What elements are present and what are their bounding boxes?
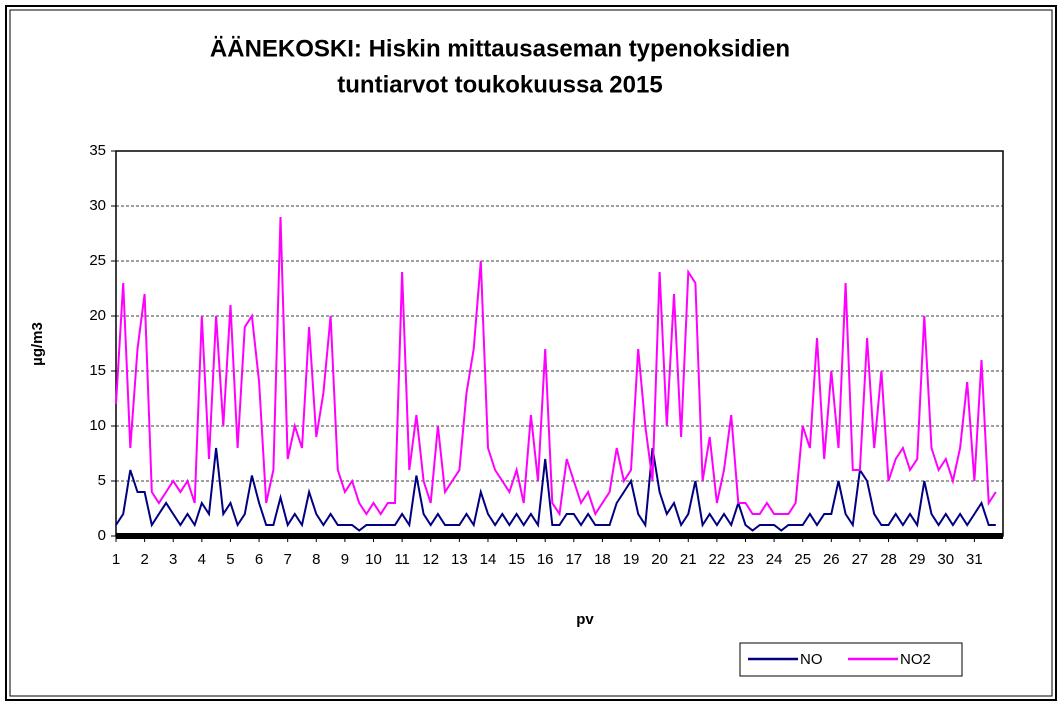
x-tick-label: 10 — [365, 551, 382, 568]
x-axis-label: pv — [576, 611, 594, 628]
x-tick-label: 6 — [255, 551, 263, 568]
y-tick-label: 20 — [89, 307, 106, 324]
x-tick-label: 29 — [909, 551, 926, 568]
x-tick-label: 16 — [537, 551, 554, 568]
x-tick-label: 12 — [422, 551, 439, 568]
x-tick-label: 28 — [880, 551, 897, 568]
x-tick-label: 3 — [169, 551, 177, 568]
x-tick-label: 4 — [198, 551, 206, 568]
x-tick-label: 9 — [341, 551, 349, 568]
x-tick-label: 23 — [737, 551, 754, 568]
x-tick-label: 11 — [394, 551, 410, 568]
x-tick-label: 30 — [937, 551, 954, 568]
x-tick-label: 19 — [623, 551, 640, 568]
x-tick-label: 15 — [508, 551, 525, 568]
x-tick-label: 17 — [565, 551, 582, 568]
legend-label: NO2 — [900, 651, 931, 668]
x-tick-label: 14 — [480, 551, 497, 568]
x-tick-label: 27 — [852, 551, 869, 568]
x-tick-label: 22 — [709, 551, 726, 568]
chart-subtitle: tuntiarvot toukokuussa 2015 — [337, 71, 662, 98]
y-tick-label: 15 — [89, 362, 106, 379]
series-line — [115, 216, 997, 517]
x-tick-label: 7 — [284, 551, 292, 568]
series-line — [115, 447, 996, 532]
legend-label: NO — [800, 651, 823, 668]
x-tick-label: 20 — [651, 551, 668, 568]
x-tick-label: 2 — [140, 551, 148, 568]
x-tick-label: 21 — [680, 551, 697, 568]
y-tick-label: 25 — [89, 252, 106, 269]
y-tick-label: 10 — [89, 417, 106, 434]
x-tick-label: 26 — [823, 551, 840, 568]
y-tick-label: 35 — [89, 142, 106, 159]
y-tick-label: 0 — [98, 527, 106, 544]
x-tick-label: 31 — [966, 551, 983, 568]
x-tick-label: 18 — [594, 551, 611, 568]
x-tick-label: 13 — [451, 551, 468, 568]
x-tick-label: 8 — [312, 551, 320, 568]
plot-area — [115, 150, 1004, 537]
x-tick-label: 5 — [226, 551, 234, 568]
y-axis-label: µg/m3 — [29, 322, 46, 366]
x-tick-label: 25 — [794, 551, 811, 568]
y-tick-label: 30 — [89, 197, 106, 214]
chart-title: ÄÄNEKOSKI: Hiskin mittausaseman typenoks… — [210, 35, 790, 62]
x-tick-label: 24 — [766, 551, 783, 568]
frame-inner — [9, 9, 1053, 697]
y-tick-label: 5 — [98, 472, 106, 489]
x-tick-label: 1 — [112, 551, 120, 568]
